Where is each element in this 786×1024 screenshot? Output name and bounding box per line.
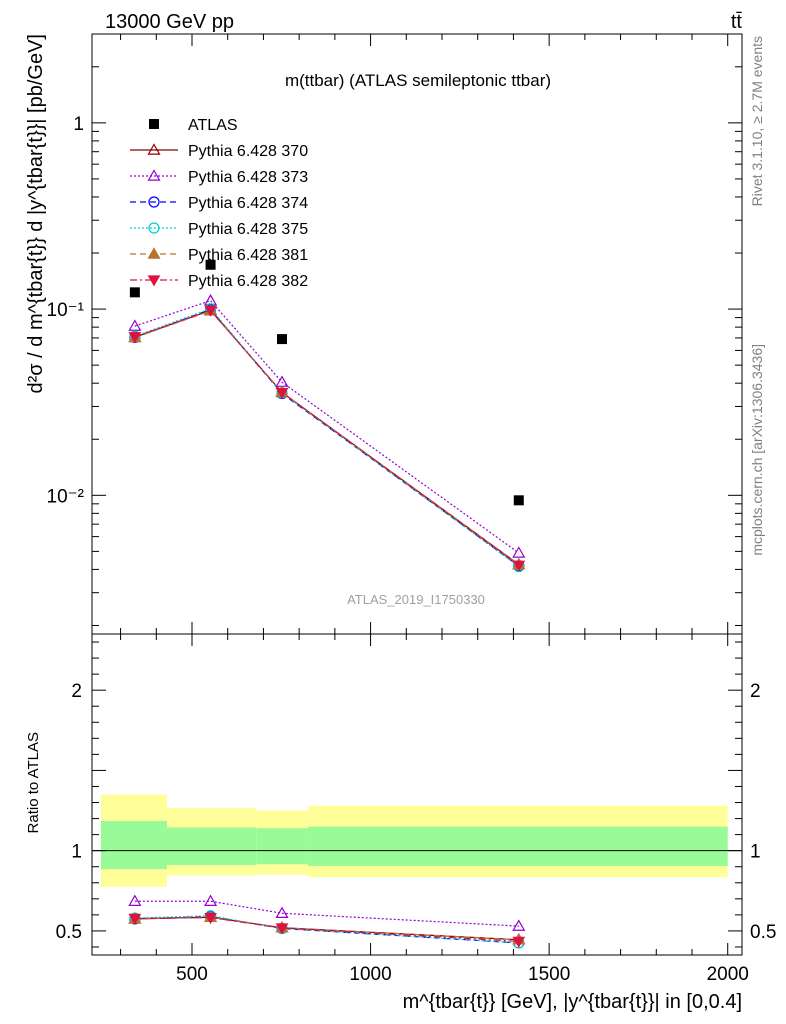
ratio-xtick-label: 1000 bbox=[349, 964, 391, 985]
ratio-point-1-1 bbox=[204, 894, 218, 906]
ratio-inner-band-1 bbox=[167, 827, 257, 866]
ratio-ytick-label-right: 2 bbox=[750, 681, 761, 702]
main-series-line-5 bbox=[134, 310, 520, 566]
ratio-xtick-label: 2000 bbox=[707, 964, 749, 985]
main-ytick-label: 1 bbox=[73, 114, 84, 135]
ratio-xlabel: m^{tbar{t}} [GeV], |y^{tbar{t}}| in [0,0… bbox=[403, 991, 742, 1013]
legend-label-0: ATLAS bbox=[188, 117, 238, 134]
ratio-uncertainty-bands bbox=[100, 794, 728, 887]
legend-marker-3 bbox=[148, 196, 160, 208]
mcplots-label: mcplots.cern.ch [arXiv:1306.3436] bbox=[749, 344, 765, 556]
legend-marker-2 bbox=[147, 169, 161, 181]
ratio-ytick-label-left: 1 bbox=[71, 842, 82, 863]
ratio-ytick-label-right: 0.5 bbox=[750, 922, 776, 943]
ratio-series-line-5 bbox=[134, 917, 519, 942]
legend-label-1: Pythia 6.428 370 bbox=[188, 143, 308, 160]
main-title: m(ttbar) (ATLAS semileptonic ttbar) bbox=[285, 71, 551, 90]
legend-label-6: Pythia 6.428 382 bbox=[188, 273, 308, 290]
ratio-point-1-0 bbox=[128, 894, 142, 906]
main-point-2-3 bbox=[512, 546, 526, 558]
main-series-line-4 bbox=[134, 307, 520, 568]
legend-label-2: Pythia 6.428 373 bbox=[188, 169, 308, 186]
ratio-ylabel: Ratio to ATLAS bbox=[25, 732, 42, 833]
main-point-0-0 bbox=[129, 287, 140, 298]
ratio-series-line-0 bbox=[134, 916, 519, 941]
rivet-version-label: Rivet 3.1.10, ≥ 2.7M events bbox=[749, 36, 765, 206]
watermark-label: ATLAS_2019_I1750330 bbox=[347, 592, 485, 607]
ratio-series-line-3 bbox=[134, 915, 519, 944]
ratio-inner-band-3 bbox=[308, 826, 728, 866]
header-left-label: 13000 GeV pp bbox=[105, 11, 234, 33]
ratio-point-5-1 bbox=[204, 912, 217, 925]
main-ytick-label: 10⁻² bbox=[47, 486, 85, 507]
legend-marker-0 bbox=[149, 119, 159, 129]
legend-label-5: Pythia 6.428 381 bbox=[188, 247, 308, 264]
legend-label-3: Pythia 6.428 374 bbox=[188, 195, 308, 212]
main-point-6-0 bbox=[128, 332, 142, 344]
main-series-line-1 bbox=[134, 309, 520, 566]
main-ytick-label: 10⁻¹ bbox=[47, 300, 85, 321]
main-point-6-2 bbox=[275, 387, 289, 400]
ratio-point-5-0 bbox=[128, 913, 142, 925]
main-point-6-3 bbox=[512, 560, 526, 572]
ratio-plot-frame bbox=[91, 633, 743, 956]
ratio-inner-band-2 bbox=[256, 828, 309, 865]
ratio-xtick-label: 500 bbox=[176, 964, 208, 985]
legend-marker-5 bbox=[147, 247, 161, 259]
main-ylabel: d²σ / d m^{tbar{t}} d |y^{tbar{t}}| [pb/… bbox=[25, 34, 47, 394]
ratio-inner-band-0 bbox=[100, 820, 167, 870]
ratio-xtick-label: 1500 bbox=[528, 964, 570, 985]
main-point-2-0 bbox=[128, 319, 142, 331]
ratio-ytick-label-left: 2 bbox=[71, 681, 82, 702]
main-series-line-2 bbox=[134, 299, 520, 554]
ratio-point-1-2 bbox=[275, 906, 289, 918]
ratio-ytick-label-right: 1 bbox=[750, 842, 761, 863]
main-point-0-3 bbox=[513, 495, 524, 506]
main-series-line-6 bbox=[134, 309, 520, 566]
main-point-0-2 bbox=[277, 334, 287, 345]
legend: ATLAS Pythia 6.428 370 Pythia 6.428 373 Pyt… bbox=[130, 117, 308, 290]
main-point-6-1 bbox=[204, 305, 217, 317]
ratio-ytick-label-left: 0.5 bbox=[56, 922, 82, 943]
main-point-0-1 bbox=[205, 259, 216, 270]
main-series-line-3 bbox=[134, 308, 520, 567]
header-right-label: tt̄ bbox=[731, 11, 743, 33]
ratio-point-5-2 bbox=[275, 923, 289, 935]
legend-marker-6 bbox=[147, 275, 161, 287]
legend-marker-1 bbox=[147, 143, 161, 155]
ratio-series-line-1 bbox=[134, 900, 519, 927]
ratio-point-1-3 bbox=[512, 919, 526, 931]
ratio-point-5-3 bbox=[512, 936, 526, 948]
legend-marker-4 bbox=[148, 222, 160, 234]
legend-label-4: Pythia 6.428 375 bbox=[188, 221, 308, 238]
